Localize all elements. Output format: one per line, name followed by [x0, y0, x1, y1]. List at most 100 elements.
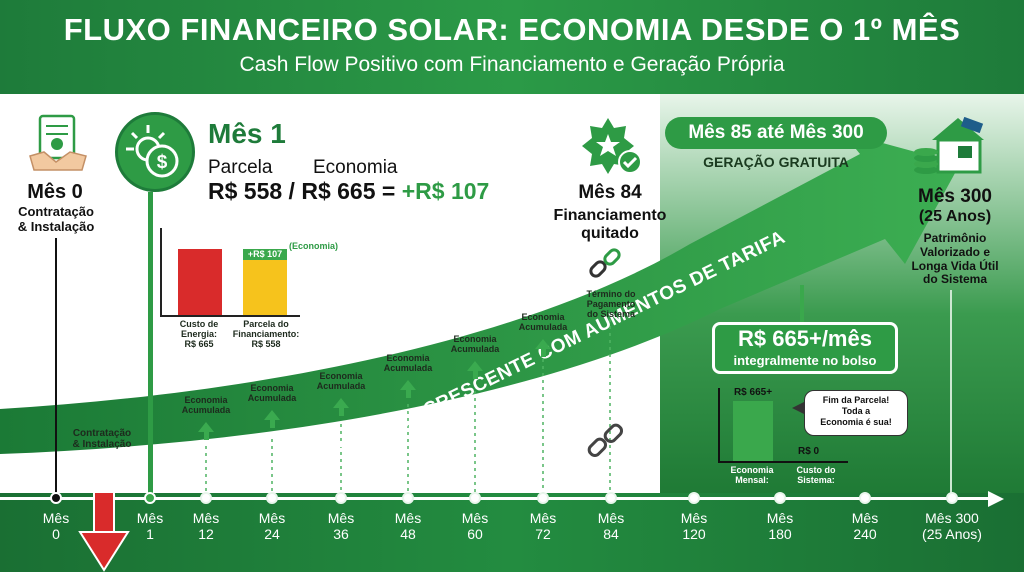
timeline-label-4: Mês 36	[327, 510, 355, 543]
economia-acumulada-label: Economia Acumulada	[181, 395, 231, 415]
red-down-arrow-icon	[78, 492, 130, 572]
economia-acumulada-label: Economia Acumulada	[518, 312, 568, 332]
up-arrow-icon	[198, 422, 214, 432]
chart1-y-axis	[160, 228, 162, 316]
up-arrow-icon	[467, 361, 483, 371]
band-subtitle: GERAÇÃO GRATUITA	[703, 154, 849, 170]
speech-bubble: Fim da Parcela! Toda a Economia é sua!	[804, 390, 908, 436]
up-arrow-stem	[269, 420, 275, 428]
svg-text:$: $	[157, 152, 168, 173]
month84-desc: Financiamento quitado	[553, 207, 667, 243]
month1-equation: R$ 558 / R$ 665 = +R$ 107	[208, 178, 489, 205]
timeline-label-3: Mês 24	[258, 510, 286, 543]
month300-years: (25 Anos)	[918, 208, 992, 225]
timeline-dot	[469, 492, 481, 504]
economia-acumulada-label: Economia Acumulada	[383, 353, 433, 373]
month1-line	[148, 192, 153, 496]
timeline-dot	[605, 492, 617, 504]
chart1-economia-note: (Economia)	[289, 241, 339, 251]
timeline-label-7: Mês 72	[529, 510, 557, 543]
chart2-cat-economia: Economia Mensal:	[730, 465, 774, 485]
timeline-dot	[266, 492, 278, 504]
handshake-contract-icon	[29, 114, 87, 171]
economia-acumulada-label: Economia Acumulada	[316, 371, 366, 391]
month300-title: Mês 300	[918, 186, 992, 207]
timeline-dot	[946, 492, 958, 504]
timeline-label-0: Mês 0	[42, 510, 70, 543]
equation-text: R$ 558 / R$ 665 =	[208, 178, 402, 204]
up-arrow-icon	[535, 339, 551, 349]
timeline-label-10: Mês 180	[766, 510, 794, 543]
chart1-bar-parcela	[243, 259, 287, 315]
timeline-dot	[402, 492, 414, 504]
month0-line	[55, 238, 57, 496]
timeline-dot	[537, 492, 549, 504]
timeline-label-11: Mês 240	[851, 510, 879, 543]
month300-desc: Patrimônio Valorizado e Longa Vida Útil …	[911, 231, 999, 287]
up-arrow-stem	[338, 408, 344, 416]
free-value-desc: integralmente no bolso	[733, 353, 877, 368]
page-title: FLUXO FINANCEIRO SOLAR: ECONOMIA DESDE O…	[63, 12, 961, 47]
growth-arrow-graphic	[0, 132, 960, 499]
band-title-pill: Mês 85 até Mês 300	[665, 117, 887, 149]
timeline-dot	[50, 492, 62, 504]
month300-line	[950, 290, 952, 496]
up-arrow-stem	[203, 432, 209, 440]
timeline-label-6: Mês 60	[461, 510, 489, 543]
timeline-dot	[144, 492, 156, 504]
economia-acumulada-label: Economia Acumulada	[450, 334, 500, 354]
free-value-box	[712, 322, 898, 374]
chart1-bar-custo-energia	[178, 249, 222, 315]
chart1-bar-economia: +R$ 107	[243, 249, 287, 260]
timeline-label-12: Mês 300 (25 Anos)	[922, 510, 982, 543]
timeline-label-8: Mês 84	[597, 510, 625, 543]
growth-arrow-shape	[0, 132, 960, 454]
timeline-axis	[0, 497, 990, 500]
month1-title: Mês 1	[208, 118, 286, 149]
contratacao-small-label: Contratação & Instalação	[72, 428, 132, 450]
up-arrow-stem	[540, 349, 546, 357]
star-check-badge-icon	[582, 118, 642, 174]
free-value: R$ 665+/mês	[738, 326, 872, 351]
chart1-cat-energia: Custo de Energia: R$ 665	[179, 319, 219, 349]
economia-label: Economia	[313, 157, 398, 178]
timeline-dot	[335, 492, 347, 504]
timeline-dot	[688, 492, 700, 504]
month0-desc: Contratação & Instalação	[17, 204, 95, 234]
month84-title: Mês 84	[578, 182, 642, 203]
up-arrow-stem	[405, 390, 411, 398]
economia-acumulada-label: Economia Acumulada	[247, 383, 297, 403]
parcela-label: Parcela	[208, 157, 273, 178]
chart2-cat-custo: Custo do Sistema:	[796, 465, 836, 485]
timeline-label-1: Mês 1	[136, 510, 164, 543]
timeline-label-5: Mês 48	[394, 510, 422, 543]
timeline-dot	[200, 492, 212, 504]
chart2-bar-economia-mensal	[733, 401, 773, 461]
timeline-dot	[774, 492, 786, 504]
page-subtitle: Cash Flow Positivo com Financiamento e G…	[239, 53, 785, 76]
chart2-value-economia: R$ 665+	[733, 387, 773, 398]
up-arrow-icon	[333, 398, 349, 408]
month0-title: Mês 0	[27, 181, 83, 203]
termino-label: Término do Pagamento do Sistema	[586, 289, 636, 319]
house-solar-coins-icon	[914, 116, 984, 174]
chart1-x-axis	[160, 315, 300, 317]
timeline-bar	[0, 493, 1024, 572]
chart2-x-axis	[718, 461, 848, 463]
chart1-cat-parcela: Parcela do Financiamento: R$ 558	[232, 319, 300, 349]
timeline-label-2: Mês 12	[192, 510, 220, 543]
timeline-dot	[859, 492, 871, 504]
speech-tail	[792, 402, 804, 414]
timeline-arrowhead	[988, 491, 1004, 507]
broken-chain-icon	[589, 248, 621, 278]
timeline-label-9: Mês 120	[680, 510, 708, 543]
free-box-connector	[800, 285, 804, 325]
equation-result: +R$ 107	[401, 178, 490, 204]
up-arrow-icon	[264, 410, 280, 420]
sun-money-icon: $	[126, 125, 179, 178]
up-arrow-icon	[400, 380, 416, 390]
broken-chain-icon-lower	[587, 423, 624, 458]
up-arrow-stem	[472, 371, 478, 379]
chart2-y-axis	[718, 388, 720, 462]
chart2-value-custo: R$ 0	[798, 446, 820, 457]
